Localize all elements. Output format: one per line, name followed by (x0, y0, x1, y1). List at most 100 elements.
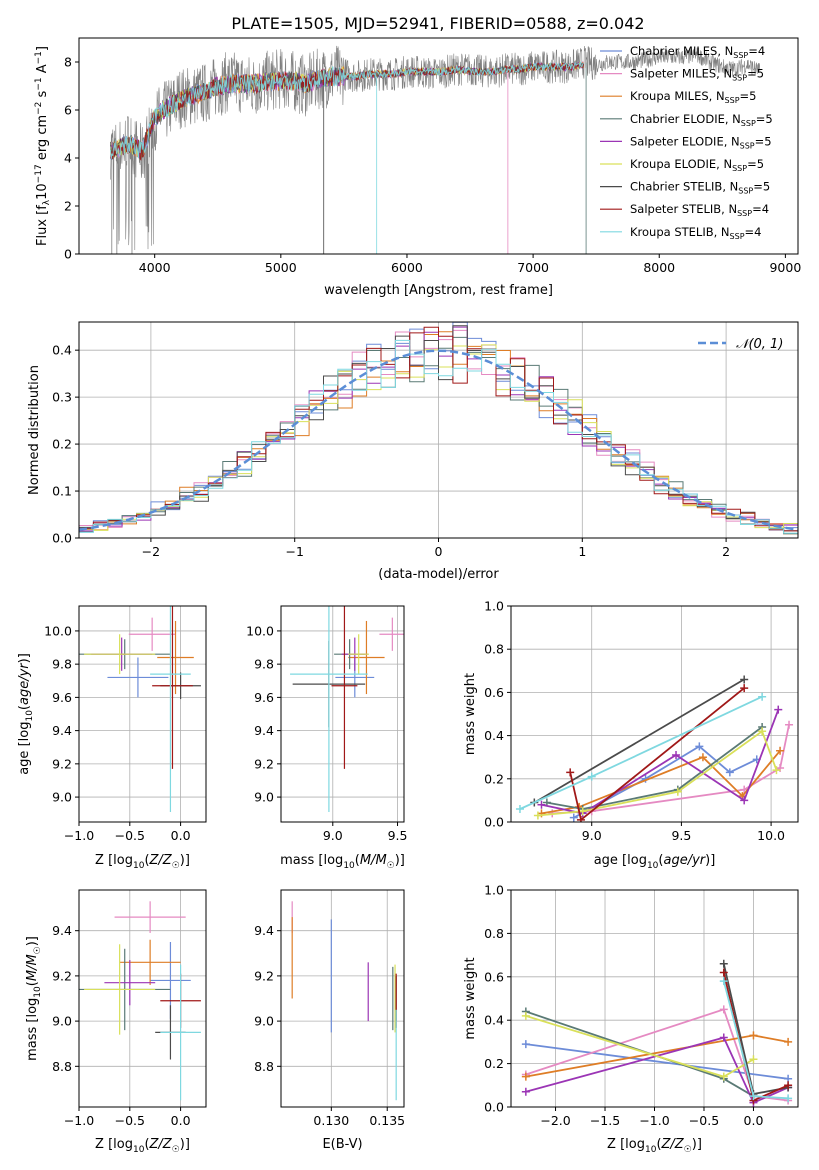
y-tick-label: 9.2 (254, 756, 274, 771)
x-tick-label: 4000 (139, 260, 171, 275)
weight-point-marker (785, 720, 794, 729)
legend-entry: Kroupa MILES, NSSP=5 (630, 89, 756, 105)
weight-point-marker (784, 1081, 793, 1090)
weight-point-marker (774, 705, 783, 714)
weight-point-marker (521, 1011, 530, 1020)
y-tick-label: 0.2 (484, 1056, 504, 1071)
weight-point-marker (515, 805, 524, 814)
legend-entry: 𝒩(0, 1) (736, 337, 783, 352)
panel-age-vs-mass: 9.0 9.5 9.0 9.2 9.4 9.6 9.8 10.0 mass [log10(M/M… (246, 605, 407, 871)
x-tick-label: 0.130 (313, 1113, 349, 1128)
plot-frame (78, 605, 207, 823)
y-tick-label: 0.8 (484, 642, 504, 657)
y-tick-label: 9.0 (52, 790, 72, 805)
y-tick-label: 9.0 (254, 1014, 274, 1029)
x-tick-label: −1 (285, 544, 303, 559)
weight-point-marker (776, 746, 785, 755)
y-tick-label: 0.6 (484, 969, 504, 984)
y-tick-label: 0.8 (484, 926, 504, 941)
plot-frame (78, 37, 799, 255)
y-axis-label: mass weight (463, 957, 478, 1039)
panel-mass-weight-vs-age: 9.0 9.5 10.0 0.0 0.2 0.4 0.6 0.8 1.0 age [log10(a… (463, 599, 799, 871)
weight-point-marker (566, 768, 575, 777)
weight-point-marker (758, 692, 767, 701)
x-tick-label: 0 (435, 544, 443, 559)
weight-series-line (533, 678, 745, 804)
y-tick-label: 9.0 (52, 1014, 72, 1029)
weight-point-marker (740, 675, 749, 684)
weight-series-line (546, 726, 763, 810)
x-tick-label: 1 (578, 544, 586, 559)
x-tick-label: 5000 (265, 260, 297, 275)
y-tick-label: 10.0 (44, 623, 72, 638)
y-tick-label: 9.6 (52, 690, 72, 705)
x-tick-label: 9.0 (323, 828, 343, 843)
y-axis-label: Flux [fλ10−17 erg cm−2 s−1 A−1] (34, 46, 52, 246)
weight-point-marker (749, 1031, 758, 1040)
y-tick-label: 0 (64, 247, 72, 262)
y-tick-label: 9.6 (254, 690, 274, 705)
y-tick-label: 0.4 (484, 1013, 504, 1028)
x-axis-label: Z [log10(Z/Z☉)] (607, 1137, 702, 1155)
y-tick-label: 6 (64, 103, 72, 118)
weight-point-marker (758, 727, 767, 736)
spectrum-model-line (110, 61, 584, 159)
residual-histogram (79, 325, 798, 532)
legend-entry: Salpeter MILES, NSSP=5 (630, 67, 764, 83)
plot-area (291, 901, 397, 1101)
legend-entry: Chabrier STELIB, NSSP=5 (630, 180, 770, 196)
weight-point-marker (533, 811, 542, 820)
weight-point-marker (749, 1055, 758, 1064)
legend-entry: Salpeter STELIB, NSSP=4 (630, 202, 769, 218)
weight-point-marker (521, 1087, 530, 1096)
x-axis-label: mass [log10(M/M☉)] (280, 853, 405, 871)
y-axis-label: mass [log10(M/M☉)] (25, 936, 43, 1061)
weight-point-marker (749, 1092, 758, 1101)
y-tick-label: 8.8 (52, 1059, 72, 1074)
plot-area (79, 606, 201, 813)
y-tick-label: 9.2 (52, 756, 72, 771)
y-tick-label: 9.0 (254, 790, 274, 805)
x-tick-label: 9000 (769, 260, 801, 275)
x-tick-label: 2 (722, 544, 730, 559)
x-tick-label: 10.0 (757, 828, 785, 843)
x-tick-label: 6000 (391, 260, 423, 275)
plot-area (521, 959, 793, 1107)
x-tick-label: −0.5 (115, 828, 145, 843)
plot-frame (78, 889, 207, 1108)
x-tick-label: 7000 (517, 260, 549, 275)
y-tick-label: 9.8 (52, 657, 72, 672)
y-tick-label: 0.0 (484, 1100, 504, 1115)
panel-mass-vs-Z: −1.0 −0.5 0.0 8.8 9.0 9.2 9.4 Z [log10(Z/Z☉)] ma… (25, 889, 207, 1155)
y-tick-label: 8.8 (254, 1059, 274, 1074)
weight-point-marker (740, 796, 749, 805)
y-tick-label: 9.4 (52, 723, 72, 738)
x-tick-label: −2 (142, 544, 160, 559)
x-tick-label: 9.0 (582, 828, 602, 843)
weight-point-marker (537, 800, 546, 809)
weight-point-marker (719, 1033, 728, 1042)
x-tick-label: 9.5 (671, 828, 691, 843)
y-tick-label: 0.0 (52, 531, 72, 546)
x-tick-label: 0.0 (744, 1113, 764, 1128)
x-axis-label: wavelength [Angstrom, rest frame] (324, 283, 553, 298)
legend-entry: Salpeter ELODIE, NSSP=5 (630, 134, 772, 150)
weight-point-marker (576, 815, 585, 822)
weight-point-marker (740, 684, 749, 693)
y-tick-label: 2 (64, 199, 72, 214)
y-tick-label: 9.8 (254, 657, 274, 672)
plot-frame (280, 605, 405, 823)
weight-point-marker (673, 787, 682, 796)
weight-point-marker (719, 1005, 728, 1014)
x-tick-label: −1.0 (64, 1113, 94, 1128)
weight-point-marker (521, 1040, 530, 1049)
weight-point-marker (695, 742, 704, 751)
legend-entry: Chabrier MILES, NSSP=4 (630, 44, 765, 60)
weight-point-marker (784, 1094, 793, 1103)
y-tick-label: 1.0 (484, 883, 504, 898)
weight-point-marker (784, 1037, 793, 1046)
x-axis-label: E(B-V) (322, 1137, 362, 1152)
plot-frame (510, 605, 799, 823)
weight-point-marker (578, 807, 587, 816)
